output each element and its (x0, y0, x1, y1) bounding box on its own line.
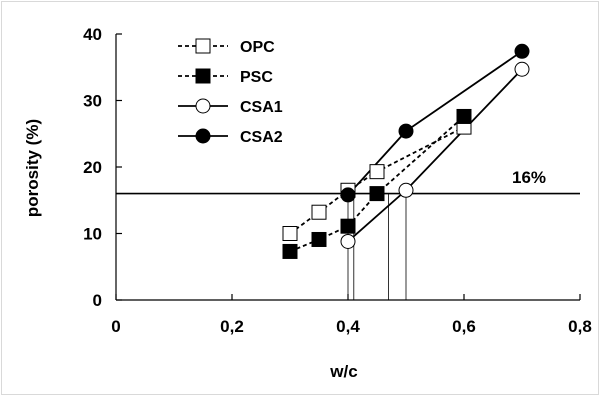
x-axis-title: w/c (329, 362, 357, 381)
legend-label-psc: PSC (240, 69, 273, 86)
data-point-csa1 (514, 61, 530, 77)
x-tick-label: 0,4 (336, 317, 360, 336)
legend-marker-csa2 (195, 128, 211, 144)
y-axis-title: porosity (%) (23, 119, 42, 217)
y-tick-label: 0 (93, 291, 102, 310)
legend-marker-opc (195, 38, 211, 54)
x-tick-label: 0,6 (452, 317, 476, 336)
series-line-psc (289, 115, 465, 253)
x-tick-label: 0 (111, 317, 120, 336)
data-point-csa2 (340, 187, 356, 203)
legend-marker-psc (195, 68, 211, 84)
legend-marker-csa1 (195, 98, 211, 114)
data-point-opc (282, 226, 298, 241)
series-markers (282, 43, 530, 259)
data-point-csa2 (514, 43, 530, 59)
series-line-csa1 (347, 68, 523, 243)
data-point-psc (282, 243, 298, 259)
legend-label-csa2: CSA2 (240, 129, 283, 146)
y-tick-label: 10 (83, 225, 102, 244)
data-point-psc (340, 218, 356, 234)
legend-label-csa1: CSA1 (240, 99, 283, 116)
data-point-psc (369, 186, 385, 202)
legend: OPC PSC CSA1 CSA2 (178, 38, 283, 146)
data-point-opc (369, 164, 385, 180)
y-tick-label: 40 (83, 25, 102, 44)
y-tick-label: 30 (83, 92, 102, 111)
y-tick-label: 20 (83, 158, 102, 177)
data-point-csa1 (340, 233, 356, 249)
axes: 0 10 20 30 40 0 0,2 0,4 0,6 0,8 (83, 25, 592, 336)
x-tick-label: 0,8 (568, 317, 592, 336)
drop-lines (347, 193, 407, 300)
reference-line-label: 16% (512, 168, 546, 187)
data-point-csa1 (398, 182, 414, 198)
legend-label-opc: OPC (240, 39, 275, 56)
data-point-psc (311, 231, 327, 247)
data-point-csa2 (398, 123, 414, 139)
data-point-opc (311, 204, 327, 220)
x-tick-label: 0,2 (220, 317, 244, 336)
data-point-psc (456, 108, 472, 124)
